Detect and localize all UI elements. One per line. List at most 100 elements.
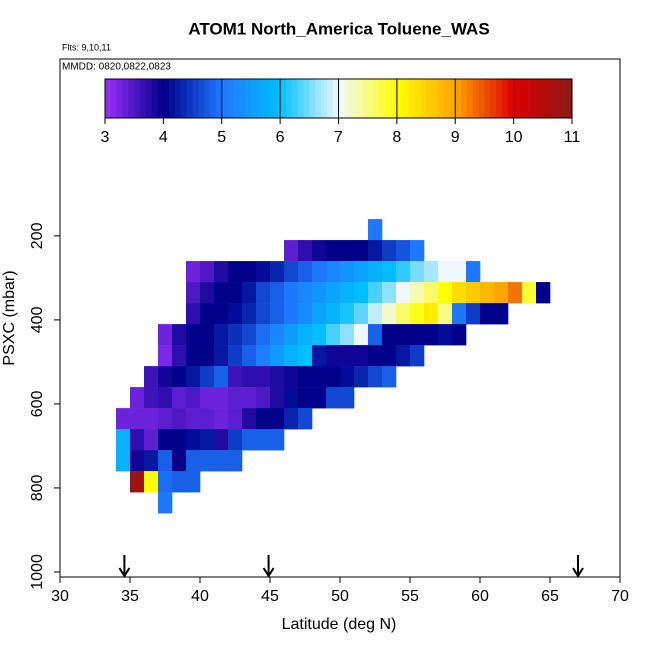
colorbar-segment	[391, 79, 398, 118]
heat-cell	[172, 345, 187, 367]
heat-cell	[200, 387, 215, 409]
colorbar-segment	[461, 79, 468, 118]
heat-cell	[256, 303, 271, 325]
colorbar-segment	[414, 79, 421, 118]
colorbar-segment	[320, 79, 328, 118]
colorbar-segment	[180, 79, 188, 118]
heat-cell	[228, 366, 243, 388]
x-tick-label: 30	[51, 588, 69, 605]
heat-cell	[130, 387, 145, 409]
heat-cell	[186, 261, 201, 283]
heat-cell	[396, 240, 411, 262]
heat-cell	[242, 324, 257, 346]
heat-cell	[144, 450, 159, 472]
colorbar-segment	[239, 79, 246, 118]
heat-cell	[354, 366, 369, 388]
colorbar-segment	[513, 79, 520, 118]
heat-cell	[172, 324, 187, 346]
heat-cell	[256, 324, 271, 346]
colorbar-segment	[350, 79, 357, 118]
heat-cell	[298, 366, 313, 388]
heat-cell	[144, 387, 159, 409]
heat-cell	[522, 282, 537, 304]
heat-cell	[466, 282, 481, 304]
heat-cell	[200, 324, 215, 346]
heat-cell	[354, 324, 369, 346]
heat-cell	[298, 345, 313, 367]
colorbar-segment	[250, 79, 258, 118]
y-tick-label: 400	[29, 306, 46, 333]
colorbar-segment	[215, 79, 223, 118]
heat-cell	[452, 282, 467, 304]
heat-cell	[214, 345, 229, 367]
heat-cell	[214, 303, 229, 325]
heat-cell	[228, 387, 243, 409]
heat-cell	[396, 282, 411, 304]
heat-cell	[284, 366, 299, 388]
heat-cell	[382, 345, 397, 367]
heat-cell	[284, 408, 299, 430]
heat-cell	[368, 366, 383, 388]
heat-cell	[438, 324, 453, 346]
heat-cell	[326, 240, 341, 262]
heat-cell	[186, 303, 201, 325]
heat-cell	[172, 429, 187, 451]
heat-cell	[382, 303, 397, 325]
colorbar-segment	[134, 79, 141, 118]
heat-cell	[270, 366, 285, 388]
heat-cell	[242, 282, 257, 304]
colorbar-segment	[536, 79, 544, 118]
colorbar-segment	[356, 79, 363, 118]
colorbar-segment	[157, 79, 164, 118]
heat-cell	[312, 366, 327, 388]
colorbar-tick-label: 7	[334, 129, 343, 146]
heat-cell	[312, 303, 327, 325]
heat-cell	[298, 240, 313, 262]
heat-cell	[424, 261, 439, 283]
heat-cell	[312, 282, 327, 304]
heat-cell	[368, 240, 383, 262]
heat-cell	[284, 240, 299, 262]
colorbar-segment	[367, 79, 375, 118]
heat-cell	[228, 303, 243, 325]
heat-cell	[312, 345, 327, 367]
heat-cell	[494, 303, 509, 325]
heat-cell	[312, 240, 327, 262]
heat-cell	[172, 408, 187, 430]
x-tick-label: 40	[191, 588, 209, 605]
x-tick-label: 35	[121, 588, 139, 605]
heat-cell	[382, 261, 397, 283]
heat-cell	[368, 282, 383, 304]
colorbar-segment	[280, 79, 287, 118]
colorbar-segment	[297, 79, 304, 118]
colorbar-segment	[478, 79, 485, 118]
heat-cell	[242, 303, 257, 325]
colorbar-segment	[496, 79, 503, 118]
heat-cell	[284, 282, 299, 304]
colorbar-segment	[110, 79, 118, 118]
colorbar-segment	[291, 79, 299, 118]
heat-cell	[270, 345, 285, 367]
y-tick-label: 600	[29, 390, 46, 417]
colorbar-segment	[192, 79, 199, 118]
heat-cell	[214, 282, 229, 304]
heat-cell	[256, 366, 271, 388]
heat-cell	[172, 471, 187, 493]
colorbar-segment	[245, 79, 252, 118]
colorbar-segment	[466, 79, 474, 118]
heat-cell	[228, 282, 243, 304]
heatmap	[116, 219, 551, 514]
heat-cell	[452, 324, 467, 346]
heat-cell	[312, 324, 327, 346]
heat-cell	[298, 282, 313, 304]
colorbar-segment	[501, 79, 509, 118]
heat-cell	[256, 429, 271, 451]
annotation: MMDD: 0820,0822,0823	[62, 62, 171, 73]
heat-cell	[158, 429, 173, 451]
colorbar-segment	[268, 79, 275, 118]
heat-cell	[410, 303, 425, 325]
heat-cell	[256, 408, 271, 430]
heat-cell	[186, 324, 201, 346]
heat-cell	[186, 345, 201, 367]
